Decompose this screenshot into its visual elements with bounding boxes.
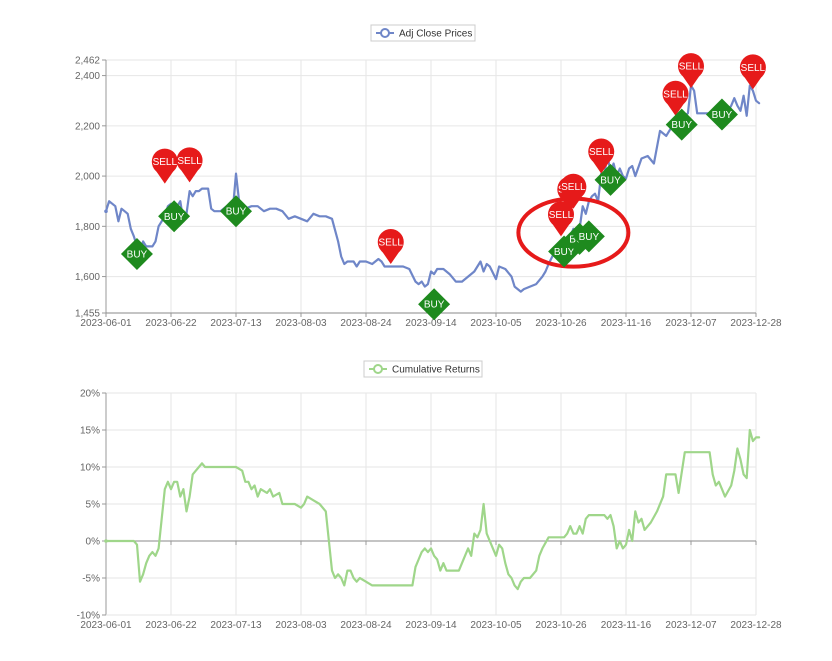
x-tick-label: 2023-09-14 bbox=[405, 318, 457, 329]
buy-signal-label: BUY bbox=[424, 300, 445, 311]
x-tick-label: 2023-10-26 bbox=[535, 318, 587, 329]
buy-signal-marker bbox=[158, 200, 191, 233]
sell-signal-marker bbox=[560, 173, 587, 200]
sell-signal-marker bbox=[176, 147, 203, 174]
y-tick-label: 2,400 bbox=[75, 71, 100, 82]
legend-label: Adj Close Prices bbox=[399, 29, 472, 40]
buy-signal-label: BUY bbox=[579, 232, 600, 243]
buy-signal-label: BUY bbox=[127, 249, 148, 260]
series-point bbox=[104, 209, 108, 214]
buy-signal-marker bbox=[665, 108, 698, 141]
sell-signal-pin bbox=[682, 75, 700, 89]
y-tick-label: 1,455 bbox=[75, 309, 100, 320]
x-tick-label: 2023-08-24 bbox=[340, 620, 392, 631]
sell-signal-label: SELL bbox=[561, 182, 586, 193]
x-tick-label: 2023-11-16 bbox=[601, 620, 652, 631]
x-tick-label: 2023-06-22 bbox=[145, 620, 197, 631]
y-tick-label: 1,600 bbox=[75, 272, 100, 283]
sell-signal-pin bbox=[564, 195, 583, 209]
x-tick-label: 2023-11-16 bbox=[601, 318, 652, 329]
sell-signal-label: SELL bbox=[177, 156, 202, 167]
series-point bbox=[104, 539, 108, 543]
sell-signal-label: SELL bbox=[549, 210, 574, 221]
legend-box[interactable] bbox=[370, 24, 476, 42]
x-tick-label: 2023-07-13 bbox=[210, 620, 262, 631]
sell-signal-marker bbox=[588, 138, 615, 165]
sell-signal-marker bbox=[678, 53, 704, 80]
sell-signal-label: SELL bbox=[379, 238, 404, 249]
x-tick-label: 2023-12-28 bbox=[730, 620, 782, 631]
y-tick-label: 2,200 bbox=[75, 121, 100, 132]
legend-box[interactable] bbox=[363, 360, 483, 378]
sell-signal-pin bbox=[155, 170, 174, 184]
x-tick-label: 2023-10-05 bbox=[470, 318, 522, 329]
sell-signal-pin bbox=[381, 251, 400, 265]
sell-signal-label: SELL bbox=[741, 63, 766, 74]
y-tick-label: 0% bbox=[86, 537, 101, 548]
sell-signal-marker bbox=[151, 148, 178, 175]
y-tick-label: 2,462 bbox=[75, 56, 100, 67]
x-tick-label: 2023-12-07 bbox=[665, 620, 717, 631]
sell-signal-marker bbox=[377, 229, 404, 256]
sell-signal-marker bbox=[548, 201, 574, 228]
series-line bbox=[104, 428, 761, 591]
y-tick-label: 1,800 bbox=[75, 222, 100, 233]
sell-signal-pin bbox=[666, 102, 685, 116]
y-tick-label: 20% bbox=[80, 389, 100, 400]
buy-signal-label: BUY bbox=[712, 110, 733, 121]
x-tick-label: 2023-06-01 bbox=[80, 318, 132, 329]
cumulative-returns-chart: -10% -5% 0% 5% 10% 15% 20% 2023-06-01 2023-06-22… bbox=[77, 360, 782, 631]
y-tick-label: 5% bbox=[86, 500, 101, 511]
buy-signal-marker bbox=[418, 288, 451, 321]
x-tick-label: 2023-12-28 bbox=[730, 318, 782, 329]
x-tick-label: 2023-10-05 bbox=[470, 620, 522, 631]
x-tick-label: 2023-07-13 bbox=[210, 318, 262, 329]
x-tick-label: 2023-12-07 bbox=[665, 318, 717, 329]
sell-signal-pin bbox=[743, 76, 762, 90]
sell-signal-marker bbox=[662, 80, 689, 107]
sell-signal-label: SELL bbox=[153, 157, 178, 168]
legend-marker bbox=[373, 364, 383, 374]
sell-signal-label: SELL bbox=[663, 89, 688, 100]
y-tick-label: 2,000 bbox=[75, 172, 100, 183]
sell-signal-marker bbox=[739, 54, 766, 81]
x-tick-label: 2023-06-01 bbox=[80, 620, 132, 631]
x-tick-label: 2023-10-26 bbox=[535, 620, 587, 631]
buy-signal-label: BUY bbox=[226, 207, 247, 218]
sell-signal-label: SELL bbox=[679, 62, 704, 73]
x-tick-label: 2023-08-03 bbox=[275, 620, 327, 631]
x-tick-label: 2023-09-14 bbox=[405, 620, 457, 631]
buy-signal-marker bbox=[705, 98, 738, 131]
y-tick-label: -5% bbox=[82, 574, 100, 585]
buy-signal-marker bbox=[120, 237, 153, 270]
buy-signal-label: BUY bbox=[671, 120, 692, 131]
adj-close-price-chart: 1,455 1,600 1,800 2,000 2,200 2,400 2,462 2023-… bbox=[75, 24, 782, 329]
buy-signal-label: BUY bbox=[600, 175, 621, 186]
y-tick-label: 15% bbox=[80, 426, 100, 437]
legend-label: Cumulative Returns bbox=[392, 365, 480, 376]
buy-signal-label: BUY bbox=[164, 212, 185, 223]
y-tick-label: -10% bbox=[77, 611, 100, 622]
buy-signal-label: BUY bbox=[554, 247, 575, 258]
x-tick-label: 2023-08-24 bbox=[340, 318, 392, 329]
sell-signal-label: SELL bbox=[589, 147, 614, 158]
sell-signal-pin bbox=[180, 169, 199, 183]
y-tick-label: 10% bbox=[80, 463, 100, 474]
buy-signal-marker bbox=[220, 195, 252, 228]
legend-marker bbox=[380, 28, 390, 38]
buy-signal-marker bbox=[572, 220, 605, 253]
x-tick-label: 2023-08-03 bbox=[275, 318, 327, 329]
sell-signal-pin bbox=[552, 223, 570, 237]
buy-signal-marker bbox=[594, 163, 627, 196]
x-tick-label: 2023-06-22 bbox=[145, 318, 197, 329]
series-line bbox=[104, 84, 761, 293]
sell-signal-pin bbox=[592, 160, 611, 174]
